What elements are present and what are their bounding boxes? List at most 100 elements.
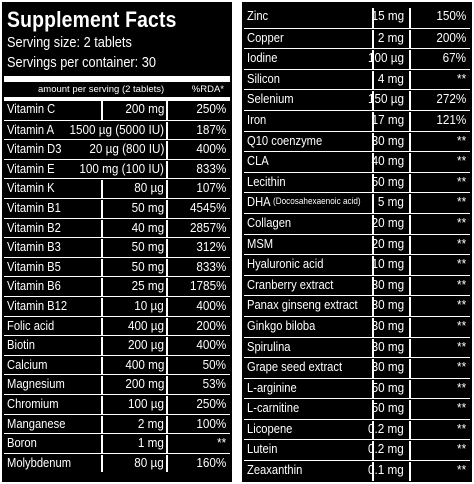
nutrient-rda: ** — [456, 173, 466, 189]
nutrient-row: L-arginine 50 mg ** — [244, 377, 470, 399]
nutrient-amount: 400 mg — [124, 356, 164, 372]
nutrient-row: Collagen 20 mg ** — [244, 212, 470, 234]
nutrient-row: Vitamin D3 20 µg (800 IU) 400% — [4, 139, 230, 159]
column-rule — [409, 8, 411, 28]
nutrient-name-note: (Docosahexaenoic acid) — [273, 196, 361, 208]
column-rule — [101, 199, 103, 218]
nutrient-name: L-arginine — [247, 379, 297, 395]
column-rule — [372, 153, 374, 172]
column-rule — [409, 29, 411, 49]
column-rule — [166, 239, 168, 257]
column-rule — [409, 153, 411, 172]
nutrient-name: Vitamin D3 — [7, 141, 62, 157]
nutrient-row: Vitamin B6 25 mg 1785% — [4, 276, 230, 296]
nutrient-name: Zeaxanthin — [247, 462, 303, 478]
nutrient-rda: ** — [456, 297, 466, 313]
nutrient-name: Vitamin B3 — [7, 239, 61, 255]
nutrient-amount: 200 mg — [124, 101, 164, 116]
nutrient-name: Manganese — [7, 415, 66, 431]
column-rule — [166, 199, 168, 218]
column-rule — [101, 376, 103, 394]
nutrient-name: Vitamin B2 — [7, 219, 61, 235]
column-rule — [409, 276, 411, 296]
column-rule — [166, 297, 168, 316]
nutrient-name: Lecithin — [247, 173, 286, 189]
nutrient-name: CLA — [247, 153, 269, 169]
nutrient-row: Vitamin B5 50 mg 833% — [4, 256, 230, 277]
nutrient-amount: 2 mg — [137, 415, 164, 431]
nutrient-rda: ** — [456, 441, 466, 457]
column-rule — [166, 278, 168, 296]
nutrient-row: Vitamin K 80 µg 107% — [4, 178, 230, 198]
nutrient-rda: 250% — [196, 395, 226, 411]
nutrient-row: Zinc 15 mg 150% — [244, 7, 470, 28]
nutrient-amount: 200 µg — [127, 337, 164, 353]
nutrient-row: Manganese 2 mg 100% — [4, 413, 230, 434]
column-rule — [101, 395, 103, 414]
nutrient-amount: 20 mg — [371, 235, 404, 251]
nutrient-row: Spirulina 30 mg ** — [244, 336, 470, 358]
nutrient-amount: 100 µg — [127, 395, 164, 411]
nutrient-rda: 4545% — [189, 199, 226, 215]
nutrient-rda: 200% — [196, 317, 226, 333]
column-rule — [409, 173, 411, 193]
supplement-facts-left-panel: Supplement Facts Serving size: 2 tablets… — [0, 0, 234, 484]
column-rule — [372, 441, 374, 461]
column-rule — [409, 235, 411, 255]
nutrient-row: Lutein 0.2 mg ** — [244, 439, 470, 461]
column-rule — [409, 91, 411, 110]
nutrient-name: Grape seed extract — [247, 359, 343, 375]
column-rule — [101, 239, 103, 257]
nutrient-amount: 150 µg — [367, 91, 404, 107]
column-rule — [166, 317, 168, 336]
nutrient-amount: 30 mg — [371, 359, 404, 375]
column-rule — [409, 359, 411, 378]
nutrient-row: Chromium 100 µg 250% — [4, 393, 230, 414]
column-rule — [409, 317, 411, 337]
column-rule — [409, 194, 411, 213]
nutrient-rda: 1785% — [189, 278, 226, 294]
column-rule — [101, 317, 103, 336]
nutrient-row: Panax ginseng extract 30 mg ** — [244, 295, 470, 316]
nutrient-row: Cranberry extract 30 mg ** — [244, 274, 470, 296]
nutrient-amount: 4 mg — [377, 70, 404, 86]
nutrient-amount: 20 mg — [371, 214, 404, 230]
nutrient-name: Magnesium — [7, 376, 65, 392]
nutrient-amount: 0.2 mg — [368, 441, 404, 457]
nutrient-amount: 25 mg — [131, 278, 164, 294]
nutrient-rda: ** — [456, 214, 466, 230]
column-rule — [101, 258, 103, 277]
nutrient-name: Licopene — [247, 420, 293, 436]
nutrient-rda: 53% — [202, 376, 226, 392]
nutrient-name: Vitamin B12 — [7, 297, 68, 313]
column-rule — [166, 454, 168, 473]
column-rule — [372, 70, 374, 90]
nutrient-name: Vitamin B1 — [7, 199, 61, 215]
nutrient-row: Biotin 200 µg 400% — [4, 335, 230, 355]
nutrient-name: DHA — [247, 194, 271, 210]
column-rule — [409, 50, 411, 69]
column-rule — [372, 359, 374, 378]
nutrient-amount: 40 mg — [131, 219, 164, 235]
column-rule — [372, 379, 374, 399]
nutrient-name: Vitamin B5 — [7, 258, 61, 274]
nutrient-rda: ** — [456, 276, 466, 292]
nutrient-name: Ginkgo biloba — [247, 317, 316, 333]
nutrient-rda: 833% — [196, 160, 226, 176]
nutrient-rda: ** — [456, 338, 466, 354]
nutrient-rda: 150% — [436, 8, 466, 23]
nutrient-rda: 121% — [436, 111, 466, 127]
nutrient-amount: 20 µg (800 IU) — [88, 141, 164, 157]
nutrient-name: Folic acid — [7, 317, 55, 333]
column-rule — [101, 337, 103, 355]
nutrient-amount: 1 mg — [137, 435, 164, 451]
column-rule — [101, 415, 103, 434]
column-rule — [166, 180, 168, 198]
nutrient-row: Calcium 400 mg 50% — [4, 354, 230, 375]
nutrient-name: Spirulina — [247, 338, 291, 354]
nutrient-amount: 200 mg — [124, 376, 164, 392]
nutrient-rda: ** — [456, 317, 466, 333]
column-rule — [372, 235, 374, 255]
column-rule — [166, 101, 168, 120]
nutrient-amount: 30 mg — [371, 132, 404, 148]
